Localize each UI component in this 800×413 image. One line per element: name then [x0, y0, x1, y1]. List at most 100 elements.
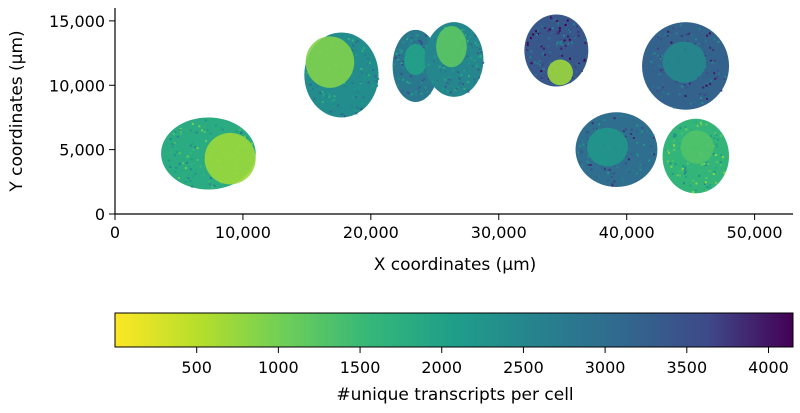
cell-point [439, 69, 442, 72]
cell-point [184, 167, 187, 170]
cell-point [703, 51, 706, 54]
cell-point [417, 73, 420, 76]
cell-point [717, 160, 720, 163]
cell-point [556, 42, 558, 45]
cell-point [438, 85, 441, 88]
cell-point [213, 184, 216, 187]
cell-point [674, 133, 677, 136]
cell-point [698, 174, 701, 177]
cell-point [343, 82, 346, 84]
cell-point [191, 171, 194, 174]
cell-point [529, 34, 532, 37]
cell-point [673, 106, 676, 109]
cell-point [362, 96, 365, 99]
cell-point [709, 83, 712, 86]
cell-point [407, 35, 410, 38]
cell-point [191, 175, 194, 178]
cell-point [438, 66, 441, 69]
cell-point [696, 124, 699, 127]
cell-point [649, 145, 652, 148]
cell-point [351, 39, 354, 42]
cell-point [476, 45, 479, 48]
cell-point [685, 33, 688, 36]
tissue-section-2 [304, 32, 380, 118]
cell-point [342, 38, 345, 41]
cell-point [669, 162, 672, 165]
cell-point [186, 155, 189, 158]
cell-point [705, 92, 708, 95]
cell-point [536, 29, 539, 32]
cell-point [670, 41, 673, 44]
cell-point [709, 186, 712, 189]
cell-point [321, 90, 324, 93]
cell-point [540, 70, 543, 72]
cell-point [182, 162, 184, 165]
cell-point [674, 163, 677, 166]
cell-point [678, 104, 681, 107]
cell-point [689, 184, 692, 187]
cell-point [580, 151, 583, 154]
cell-point [665, 149, 668, 152]
cell-point [684, 166, 687, 169]
cell-point [583, 59, 586, 62]
cell-point [553, 33, 556, 36]
cell-point [219, 181, 222, 184]
cell-point [636, 142, 639, 144]
cell-point [457, 86, 460, 89]
cell-point [418, 86, 421, 89]
cell-point [404, 85, 407, 88]
cell-point [376, 77, 379, 80]
cell-point [690, 102, 693, 105]
cell-point [529, 37, 532, 40]
cell-point [611, 184, 614, 187]
cell-point [704, 181, 707, 184]
cell-point [652, 136, 655, 139]
cell-point [680, 85, 683, 88]
cell-point [466, 46, 469, 49]
colorbar-tick-label: 3000 [585, 358, 626, 377]
cell-point [581, 69, 583, 72]
cell-point [707, 163, 710, 165]
cell-point [692, 103, 695, 106]
cell-point [715, 145, 718, 148]
cell-point [636, 124, 639, 127]
cell-point [559, 43, 562, 46]
cell-point [684, 125, 687, 128]
cell-point [662, 91, 665, 94]
cell-point [626, 169, 629, 172]
cell-point [619, 175, 622, 177]
cell-point [662, 54, 664, 57]
cell-point [189, 180, 192, 183]
cell-point [400, 63, 402, 66]
cell-point [700, 96, 702, 99]
cell-point [676, 174, 679, 177]
cell-point [356, 91, 359, 94]
cell-point [549, 51, 552, 54]
cell-point [662, 71, 665, 74]
cell-point [463, 69, 466, 72]
tissue-sections [161, 14, 730, 194]
cell-point [558, 29, 561, 32]
cell-point [194, 146, 197, 149]
cell-point [649, 161, 652, 164]
cell-point [411, 38, 414, 41]
cell-point [656, 54, 659, 57]
cell-point [471, 59, 474, 62]
cell-point [696, 119, 699, 122]
cell-point [340, 113, 343, 116]
cell-point [659, 89, 662, 92]
cell-point [657, 36, 659, 39]
cell-point [559, 45, 562, 48]
cell-point [466, 39, 469, 42]
cell-point [420, 37, 423, 40]
cell-point [421, 71, 424, 74]
colorbar-tick-label: 2000 [421, 358, 462, 377]
cell-point [179, 129, 182, 132]
cell-point [175, 151, 178, 153]
cell-point [355, 53, 358, 56]
cell-point [240, 132, 242, 135]
cell-point [678, 170, 681, 173]
cell-point [563, 39, 566, 42]
cell-point [719, 161, 722, 164]
cell-point [471, 32, 474, 35]
